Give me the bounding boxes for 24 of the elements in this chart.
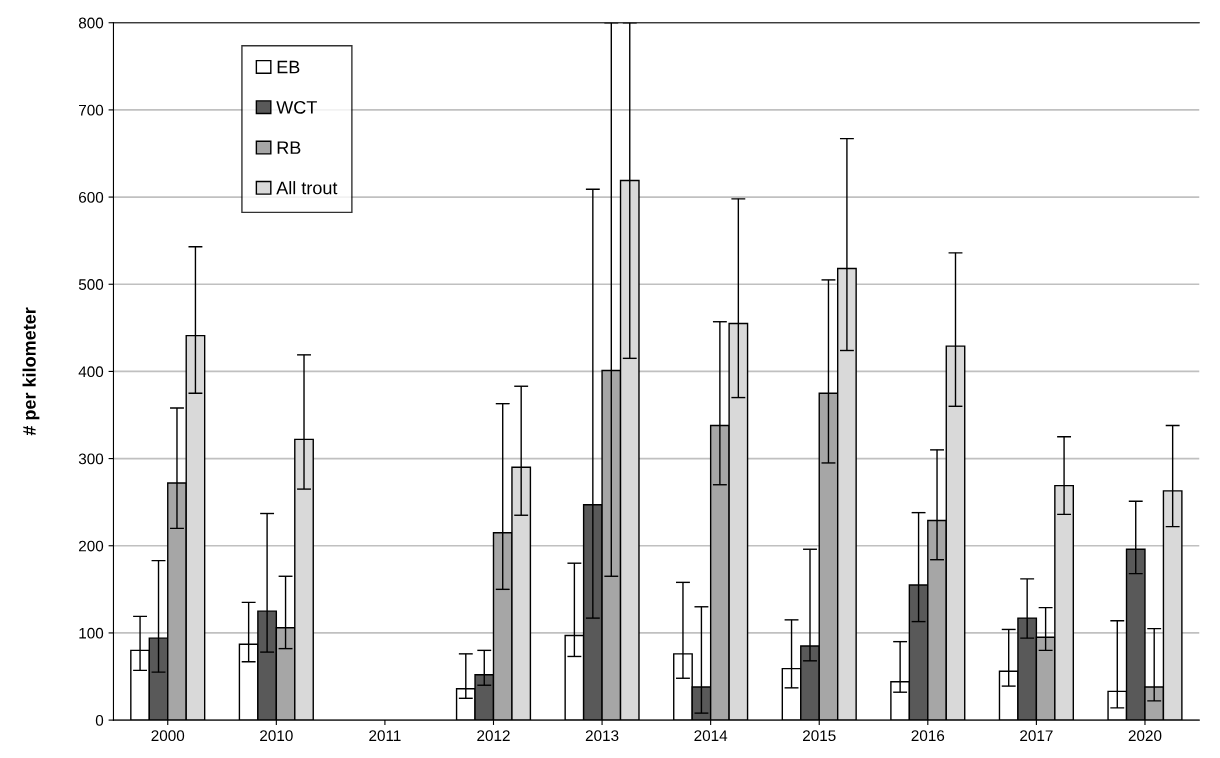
legend-label: All trout (276, 181, 338, 195)
x-tick-label: 2000 (151, 730, 185, 742)
y-tick-label: 400 (78, 366, 104, 378)
legend-label: WCT (276, 100, 317, 114)
y-tick-label: 500 (78, 279, 104, 290)
legend-label: EB (277, 60, 300, 74)
x-tick-label: 2010 (260, 730, 293, 742)
y-tick-label: 600 (79, 191, 104, 203)
y-tick-label: 300 (78, 453, 104, 465)
y-axis-title: # per kilometer (22, 307, 40, 436)
x-tick-label: 2017 (1020, 730, 1053, 742)
legend-label: RB (277, 141, 301, 154)
x-tick-label: 2013 (585, 730, 619, 742)
x-tick-label: 2014 (694, 730, 728, 742)
x-tick-label: 2011 (369, 730, 401, 742)
x-tick-label: 2015 (803, 730, 836, 742)
y-tick-label: 700 (79, 104, 104, 116)
x-tick-label: 2012 (477, 730, 510, 742)
y-tick-label: 800 (78, 17, 104, 29)
y-tick-label: 0 (95, 714, 104, 726)
y-tick-label: 200 (79, 540, 104, 552)
x-tick-label: 2016 (911, 730, 945, 742)
y-tick-label: 100 (79, 627, 104, 639)
x-tick-label: 2020 (1128, 730, 1162, 742)
